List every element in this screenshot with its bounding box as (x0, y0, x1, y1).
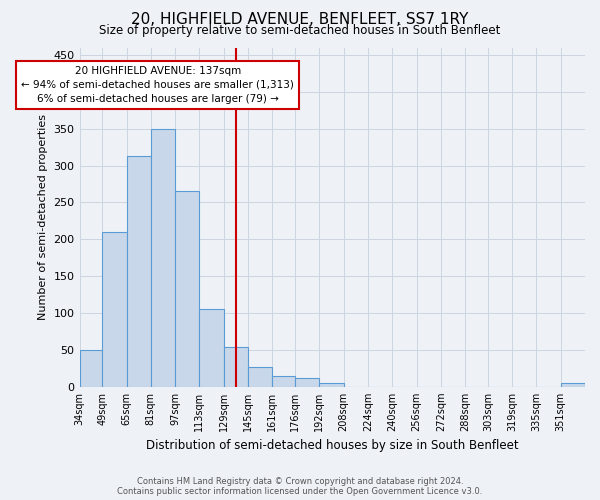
Text: 20 HIGHFIELD AVENUE: 137sqm
← 94% of semi-detached houses are smaller (1,313)
6%: 20 HIGHFIELD AVENUE: 137sqm ← 94% of sem… (21, 66, 294, 104)
Bar (175, 192, 199, 387)
Text: 20, HIGHFIELD AVENUE, BENFLEET, SS7 1RY: 20, HIGHFIELD AVENUE, BENFLEET, SS7 1RY (131, 12, 469, 26)
Bar (224, 347, 248, 387)
Bar (80, 350, 102, 387)
Bar (295, 378, 319, 387)
Text: Contains HM Land Registry data © Crown copyright and database right 2024.
Contai: Contains HM Land Registry data © Crown c… (118, 476, 482, 496)
Bar (127, 156, 151, 387)
Bar (319, 383, 344, 387)
Bar (151, 128, 175, 387)
Y-axis label: Number of semi-detached properties: Number of semi-detached properties (38, 114, 48, 320)
Text: Size of property relative to semi-detached houses in South Benfleet: Size of property relative to semi-detach… (100, 24, 500, 37)
Bar (272, 376, 295, 387)
Bar (102, 232, 127, 387)
Bar (248, 367, 272, 387)
X-axis label: Distribution of semi-detached houses by size in South Benfleet: Distribution of semi-detached houses by … (146, 440, 518, 452)
Bar (561, 383, 585, 387)
Bar (199, 310, 224, 387)
